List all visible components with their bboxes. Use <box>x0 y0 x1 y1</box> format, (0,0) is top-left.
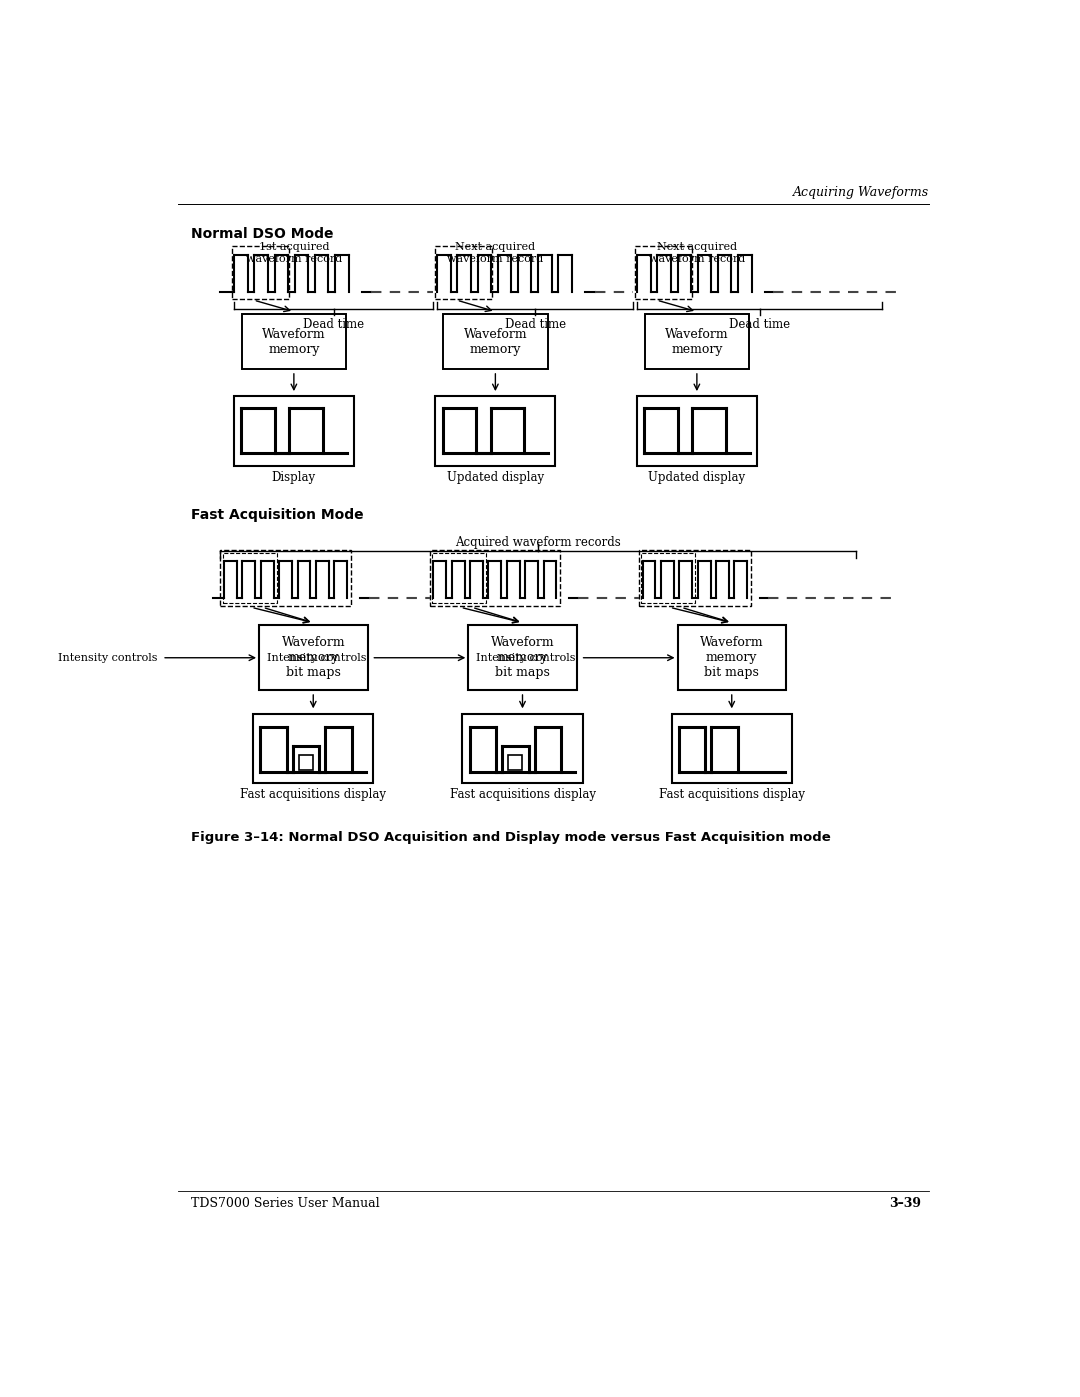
Bar <box>435 397 555 465</box>
Bar <box>635 246 692 299</box>
Bar <box>642 553 696 602</box>
Bar <box>508 756 523 770</box>
Bar <box>233 397 354 465</box>
Bar <box>432 553 486 602</box>
Bar <box>677 624 786 690</box>
Text: Intensity controls: Intensity controls <box>58 652 158 662</box>
Text: 3–39: 3–39 <box>890 1197 921 1210</box>
Text: Waveform
memory
bit maps: Waveform memory bit maps <box>490 636 554 679</box>
Text: Waveform
memory: Waveform memory <box>262 328 326 356</box>
Text: Waveform
memory
bit maps: Waveform memory bit maps <box>700 636 764 679</box>
Bar <box>259 624 367 690</box>
Text: Acquiring Waveforms: Acquiring Waveforms <box>793 186 930 200</box>
Text: Intensity controls: Intensity controls <box>267 652 367 662</box>
Text: Fast acquisitions display: Fast acquisitions display <box>240 788 387 802</box>
Bar <box>222 553 276 602</box>
Text: Waveform
memory: Waveform memory <box>665 328 729 356</box>
Bar <box>638 549 751 606</box>
Text: Acquired waveform records: Acquired waveform records <box>455 536 621 549</box>
Text: Dead time: Dead time <box>729 319 791 331</box>
Bar <box>645 314 750 369</box>
Bar <box>242 314 347 369</box>
Text: Dead time: Dead time <box>504 319 566 331</box>
Text: 1st acquired
waveform record: 1st acquired waveform record <box>246 242 342 264</box>
Text: Normal DSO Mode: Normal DSO Mode <box>191 226 334 240</box>
Bar <box>220 549 351 606</box>
Text: Fast acquisitions display: Fast acquisitions display <box>659 788 805 802</box>
Text: TDS7000 Series User Manual: TDS7000 Series User Manual <box>191 1197 379 1210</box>
Bar <box>469 624 577 690</box>
Text: Next acquired
waveform record: Next acquired waveform record <box>649 242 745 264</box>
Text: Intensity controls: Intensity controls <box>476 652 576 662</box>
Text: Fast acquisitions display: Fast acquisitions display <box>449 788 595 802</box>
Bar <box>299 756 313 770</box>
Text: Updated display: Updated display <box>648 471 745 483</box>
Bar <box>637 397 757 465</box>
Text: Figure 3–14: Normal DSO Acquisition and Display mode versus Fast Acquisition mod: Figure 3–14: Normal DSO Acquisition and … <box>191 831 831 844</box>
Text: Updated display: Updated display <box>447 471 544 483</box>
Bar <box>430 549 561 606</box>
Text: Display: Display <box>272 471 316 483</box>
Text: Fast Acquisition Mode: Fast Acquisition Mode <box>191 509 364 522</box>
Bar <box>443 314 548 369</box>
Text: Dead time: Dead time <box>303 319 364 331</box>
Bar <box>253 714 374 782</box>
Bar <box>232 246 288 299</box>
Bar <box>672 714 792 782</box>
Text: Waveform
memory: Waveform memory <box>463 328 527 356</box>
Text: Waveform
memory
bit maps: Waveform memory bit maps <box>282 636 346 679</box>
Bar <box>435 246 491 299</box>
Text: Next acquired
waveform record: Next acquired waveform record <box>447 242 543 264</box>
Bar <box>462 714 582 782</box>
